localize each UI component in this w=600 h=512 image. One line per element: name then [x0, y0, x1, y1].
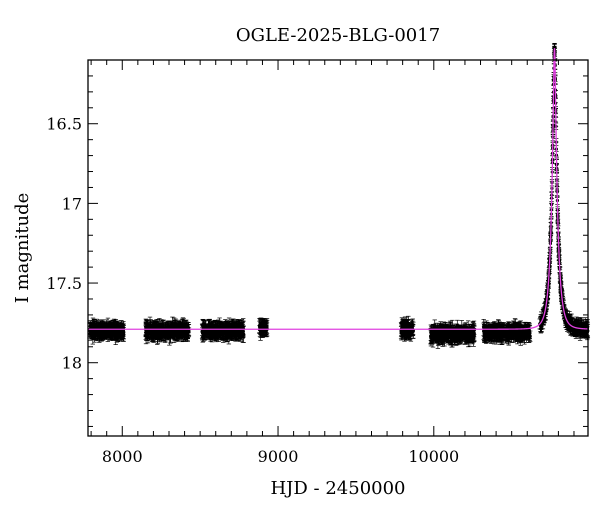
x-axis-label: HJD - 2450000	[270, 478, 405, 499]
plot-frame	[87, 59, 589, 437]
data-point	[150, 331, 156, 343]
x-tick-label: 9000	[258, 447, 299, 466]
axis-ticks: 8000 9000 10000 16.5 17 17.5 18	[46, 60, 588, 466]
y-tick-label: 16.5	[46, 115, 82, 134]
data-point	[98, 325, 103, 341]
data-point	[108, 326, 114, 339]
data-points-layer	[87, 42, 591, 349]
x-tick-label: 10000	[408, 447, 459, 466]
data-point	[185, 328, 190, 339]
data-point	[95, 324, 100, 341]
model-curve	[88, 48, 589, 330]
chart-title: OGLE-2025-BLG-0017	[236, 25, 440, 46]
y-tick-label: 17.5	[46, 274, 82, 293]
data-point	[148, 329, 153, 339]
data-point	[181, 322, 186, 339]
data-point	[119, 329, 124, 342]
y-axis-label: I magnitude	[12, 193, 33, 304]
y-tick-label: 18	[62, 354, 82, 373]
y-tick-label: 17	[62, 194, 82, 213]
data-point	[93, 323, 98, 341]
x-tick-label: 8000	[102, 447, 143, 466]
data-point	[116, 323, 121, 341]
data-point	[168, 324, 173, 337]
data-point	[155, 327, 160, 345]
data-point	[91, 321, 96, 333]
data-point	[104, 324, 109, 340]
